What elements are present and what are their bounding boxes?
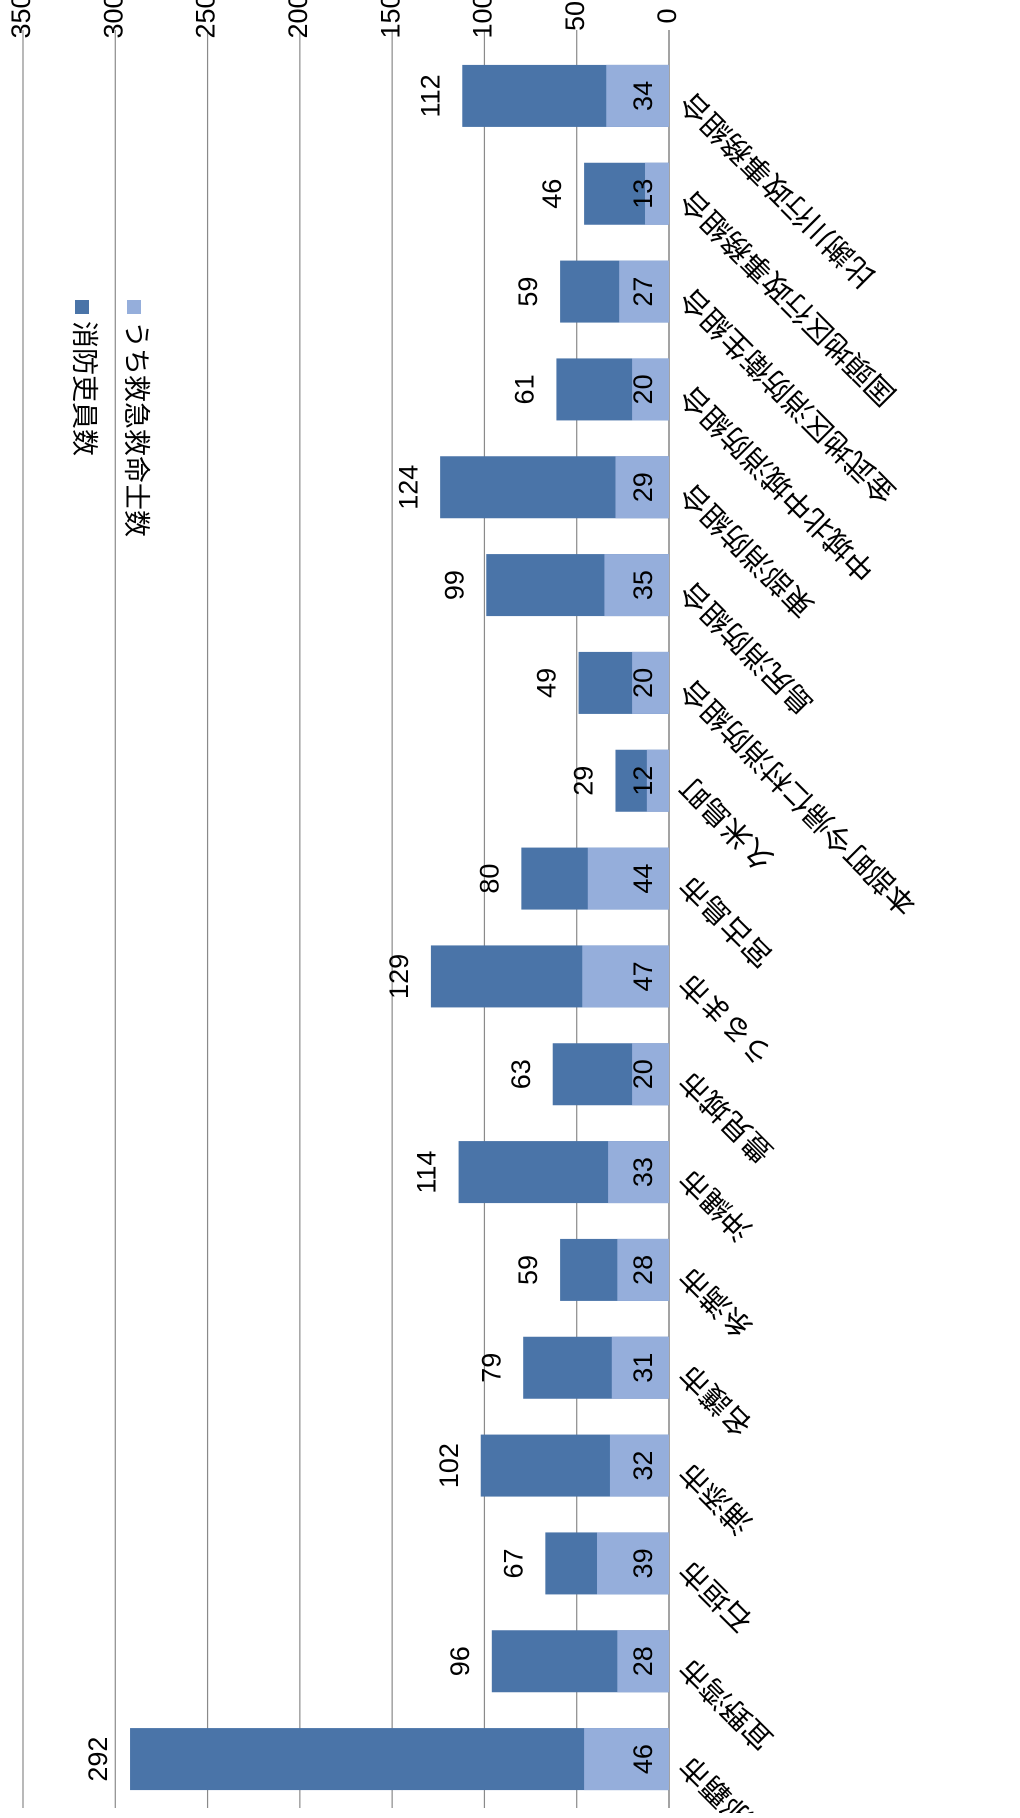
data-label-paramedic: 47 bbox=[628, 961, 658, 991]
bar-paramedic bbox=[617, 1238, 669, 1301]
data-label-total: 80 bbox=[474, 864, 504, 894]
category-label: 中城北中城消防組合 bbox=[674, 379, 882, 587]
data-label-paramedic: 20 bbox=[628, 374, 658, 404]
data-label-paramedic: 35 bbox=[628, 570, 658, 600]
bar-paramedic bbox=[608, 1141, 669, 1204]
data-label-paramedic: 20 bbox=[628, 668, 658, 698]
bars: 292 46 96 28 67 39 102 32 79 31 59 28 114 33 63 20 129 47… bbox=[83, 64, 669, 1791]
data-label-paramedic: 20 bbox=[628, 1059, 658, 1089]
bar-paramedic bbox=[597, 1532, 669, 1595]
category-label: 那覇市 bbox=[674, 1749, 759, 1813]
data-label-paramedic: 27 bbox=[628, 277, 658, 307]
data-label-paramedic: 28 bbox=[628, 1646, 658, 1676]
data-label-paramedic: 31 bbox=[628, 1353, 658, 1383]
legend-swatch bbox=[75, 300, 89, 314]
bar-paramedic bbox=[615, 456, 669, 519]
bar-total bbox=[130, 1728, 669, 1791]
bar-paramedic bbox=[632, 1043, 669, 1106]
category-label: 宜野湾市 bbox=[674, 1651, 779, 1756]
category-label: 沖縄市 bbox=[674, 1162, 759, 1247]
data-label-paramedic: 44 bbox=[628, 864, 658, 894]
data-label-total: 124 bbox=[393, 465, 423, 510]
bar-paramedic bbox=[646, 749, 669, 812]
data-label-total: 292 bbox=[83, 1737, 113, 1782]
gridlines bbox=[22, 30, 670, 1808]
bar-paramedic bbox=[645, 162, 669, 225]
y-tick-label: 200 bbox=[283, 0, 313, 39]
data-label-total: 99 bbox=[439, 570, 469, 600]
y-tick-label: 300 bbox=[98, 0, 128, 39]
category-label: 久米島町 bbox=[674, 770, 779, 875]
bar-paramedic bbox=[584, 1728, 669, 1791]
data-label-total: 49 bbox=[532, 668, 562, 698]
bar-paramedic bbox=[587, 847, 669, 910]
data-label-total: 59 bbox=[513, 1255, 543, 1285]
y-tick-label: 0 bbox=[652, 8, 682, 23]
data-label-total: 61 bbox=[510, 374, 540, 404]
data-label-total: 46 bbox=[537, 179, 567, 209]
bar-paramedic bbox=[582, 945, 669, 1008]
data-label-total: 29 bbox=[569, 766, 599, 796]
data-label-total: 67 bbox=[498, 1548, 528, 1578]
bar-paramedic bbox=[611, 1336, 669, 1399]
data-label-total: 59 bbox=[513, 277, 543, 307]
data-label-paramedic: 12 bbox=[628, 766, 658, 796]
data-label-paramedic: 33 bbox=[628, 1157, 658, 1187]
category-label: 比謝川行政事務組合 bbox=[674, 86, 882, 294]
data-label-total: 96 bbox=[445, 1646, 475, 1676]
data-label-paramedic: 28 bbox=[628, 1255, 658, 1285]
category-label: うるま市 bbox=[674, 966, 779, 1071]
data-label-total: 129 bbox=[384, 954, 414, 999]
bar-paramedic bbox=[617, 1630, 669, 1693]
data-label-total: 63 bbox=[506, 1059, 536, 1089]
bar-paramedic bbox=[604, 554, 669, 617]
data-label-paramedic: 34 bbox=[628, 81, 658, 111]
y-tick-label: 350 bbox=[6, 0, 36, 39]
y-tick-label: 50 bbox=[560, 1, 590, 31]
y-axis-ticks: 0 50 100 150 200 250 300 350 bbox=[6, 0, 682, 39]
data-label-paramedic: 13 bbox=[628, 179, 658, 209]
category-labels: 那覇市宜野湾市石垣市浦添市名護市糸満市沖縄市豊見城市うるま市宮古島市久米島町本部… bbox=[674, 86, 923, 1818]
y-tick-label: 150 bbox=[375, 0, 405, 39]
category-label: 宮古島市 bbox=[674, 868, 779, 973]
bar-paramedic bbox=[606, 64, 669, 127]
data-label-total: 114 bbox=[412, 1151, 442, 1194]
legend-label: うち救急救命士数 bbox=[121, 321, 151, 537]
legend-swatch bbox=[127, 300, 141, 314]
data-label-paramedic: 29 bbox=[628, 472, 658, 502]
data-label-paramedic: 39 bbox=[628, 1548, 658, 1578]
category-label: 名護市 bbox=[674, 1357, 759, 1442]
data-label-total: 112 bbox=[415, 74, 445, 117]
category-label: 糸満市 bbox=[674, 1260, 759, 1345]
y-tick-label: 100 bbox=[468, 0, 498, 39]
bar-paramedic bbox=[609, 1434, 669, 1497]
category-label: 豊見城市 bbox=[674, 1064, 779, 1169]
data-label-total: 102 bbox=[434, 1443, 464, 1488]
bar-paramedic bbox=[632, 651, 669, 714]
bar-paramedic bbox=[632, 358, 669, 421]
category-label: 石垣市 bbox=[674, 1553, 759, 1638]
y-tick-label: 250 bbox=[191, 0, 221, 39]
data-label-total: 79 bbox=[476, 1353, 506, 1383]
legend-label: 消防吏員数 bbox=[69, 321, 99, 456]
category-label: 浦添市 bbox=[674, 1455, 759, 1540]
legend: 消防吏員数 うち救急救命士数 bbox=[69, 300, 151, 537]
bar-paramedic bbox=[619, 260, 669, 323]
data-label-paramedic: 32 bbox=[628, 1451, 658, 1481]
data-label-paramedic: 46 bbox=[628, 1744, 658, 1774]
